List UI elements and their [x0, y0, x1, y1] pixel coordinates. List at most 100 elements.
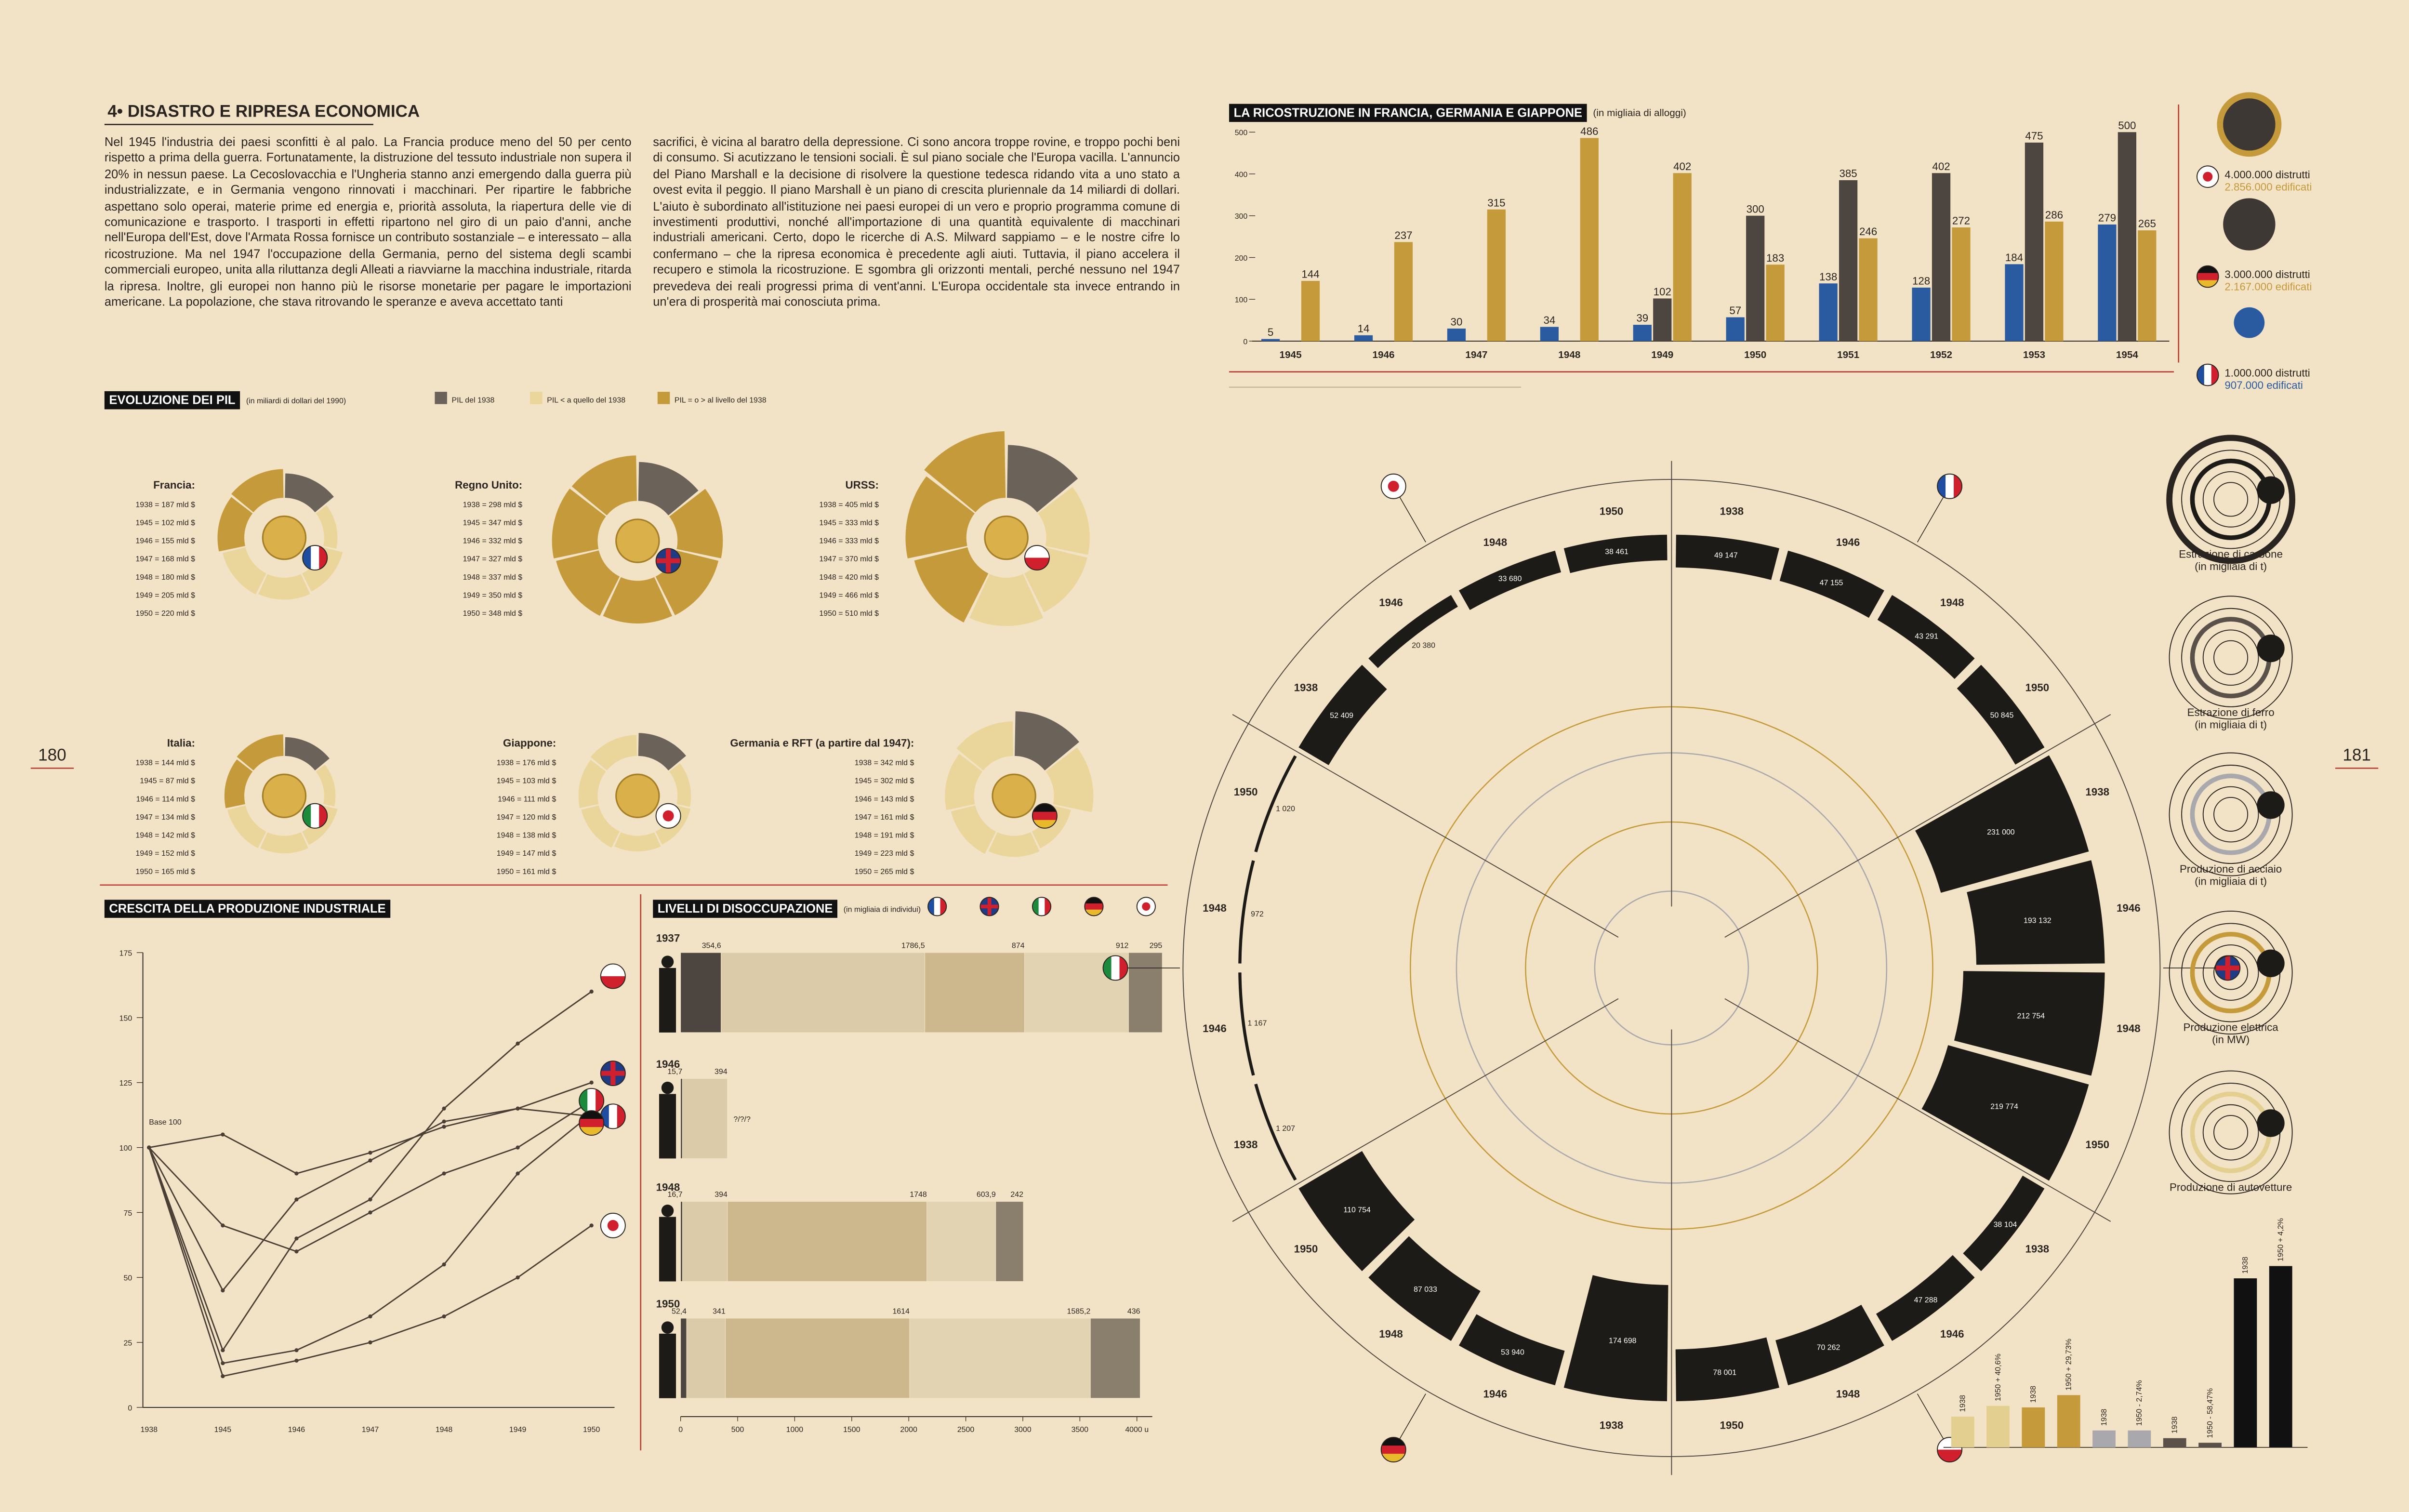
- x-tick-label: 3500: [1072, 1426, 1089, 1434]
- bar: [1633, 325, 1652, 341]
- radial-bar: [1921, 1045, 2089, 1181]
- flag-border: [1024, 545, 1050, 570]
- donut-sector: [1015, 711, 1079, 770]
- value-label: 242: [1010, 1191, 1023, 1199]
- value-label: 1948 = 420 mld $: [819, 573, 879, 582]
- flag-border: [1136, 897, 1156, 916]
- bar: [1540, 327, 1559, 341]
- flag-part: [303, 803, 311, 828]
- point: [368, 1210, 372, 1215]
- year-label: 1950: [2025, 682, 2050, 694]
- bar-label: 1938: [2100, 1409, 2108, 1426]
- value-label: 874: [1012, 942, 1025, 950]
- bar: [2234, 1278, 2257, 1447]
- radial-bar: [1458, 1314, 1565, 1386]
- donut-sector: [905, 476, 975, 559]
- figure: [659, 1333, 676, 1398]
- x-tick-label: 1949: [1651, 349, 1673, 360]
- indicator-label: Estrazione di ferro: [2187, 706, 2275, 718]
- bar: [2025, 142, 2044, 341]
- flag-part: [2203, 172, 2213, 182]
- bar: [1986, 1406, 2010, 1447]
- donut-sector: [945, 754, 982, 810]
- value-label: 138: [1819, 271, 1837, 283]
- coin: [615, 518, 660, 563]
- value-label: 47 155: [1820, 579, 1843, 587]
- donut-sector: [258, 574, 310, 600]
- chart-title: LIVELLI DI DISOCCUPAZIONE: [658, 902, 833, 915]
- y-tick-label: 25: [124, 1339, 132, 1347]
- value-label: 1945 = 87 mld $: [140, 777, 195, 785]
- value-label: 1948 = 138 mld $: [497, 832, 556, 840]
- value-label: 300: [1747, 203, 1764, 215]
- flag-part: [1111, 955, 1120, 981]
- flag: [2197, 166, 2219, 188]
- radial-bar: [1368, 595, 1458, 668]
- point: [589, 1223, 594, 1228]
- flag: [600, 1213, 625, 1238]
- donut-sector: [556, 550, 620, 616]
- legend-label: 907.000 edificati: [2224, 379, 2303, 391]
- bar: [1746, 215, 1765, 341]
- flag-part: [1388, 480, 1399, 492]
- radial-bar: [1779, 550, 1884, 618]
- donut-sector: [1007, 445, 1078, 513]
- flag-part: [2197, 265, 2219, 274]
- year-label: 1946: [2117, 902, 2141, 914]
- flag-border: [655, 548, 681, 574]
- legend-label: PIL del 1938: [452, 396, 495, 404]
- value-label: 500: [2118, 119, 2136, 132]
- value-label: 279: [2098, 212, 2116, 224]
- legend-label: 2.856.000 edificati: [2224, 181, 2312, 193]
- value-label: 1947 = 120 mld $: [497, 813, 556, 822]
- flag-part: [610, 1061, 616, 1086]
- value-label: 1748: [910, 1191, 927, 1199]
- flag-border: [927, 897, 947, 916]
- value-label: 1946 = 114 mld $: [136, 795, 196, 803]
- chart-title: CRESCITA DELLA PRODUZIONE INDUSTRIALE: [109, 902, 385, 915]
- radial-bar: [1957, 664, 2045, 765]
- value-label: 52,4: [672, 1307, 687, 1315]
- value-label: 1614: [892, 1307, 910, 1315]
- indicator-ring: [2190, 458, 2272, 540]
- flag-part: [1085, 903, 1103, 910]
- bar: [2138, 230, 2157, 341]
- year-label: 1946: [1836, 536, 1860, 548]
- bar-label: 1950 + 4,2%: [2277, 1218, 2285, 1261]
- bar-segment: [680, 1318, 687, 1399]
- radial-bar: [1458, 550, 1562, 610]
- value-label: 5: [1268, 326, 1273, 338]
- value-label: 912: [1116, 942, 1129, 950]
- point: [221, 1223, 225, 1228]
- bar-label: 1950 + 40,6%: [1994, 1353, 2002, 1401]
- y-tick-label: 0: [1243, 338, 1247, 346]
- value-label: 33 680: [1498, 575, 1522, 583]
- indicator-icon: [2257, 1109, 2285, 1137]
- flag-part: [579, 1119, 604, 1127]
- legend-label: 2.167.000 edificati: [2224, 281, 2312, 293]
- bar: [2045, 221, 2064, 341]
- flag-border: [2196, 265, 2219, 288]
- donut-sector: [237, 734, 284, 770]
- flag-border: [1937, 1437, 1963, 1463]
- point: [221, 1132, 225, 1137]
- y-tick-label: 400: [1235, 171, 1248, 179]
- donut-sector: [578, 759, 606, 809]
- bar: [1487, 209, 1506, 341]
- value-label: 1 207: [1276, 1125, 1295, 1133]
- value-label: 1946 = 333 mld $: [819, 537, 879, 545]
- bar-label: 1938: [2029, 1386, 2038, 1403]
- point: [294, 1197, 299, 1202]
- flag-part: [607, 1220, 619, 1231]
- bar-segment: [927, 1201, 996, 1282]
- value-label: 295: [1150, 942, 1163, 950]
- flag-border: [1937, 473, 1963, 499]
- flag-part: [1032, 811, 1057, 821]
- value-label: 1949 = 350 mld $: [463, 591, 523, 599]
- coin: [992, 773, 1036, 819]
- bar-segment: [680, 952, 722, 1033]
- legend-label: PIL < a quello del 1938: [547, 396, 625, 404]
- donut-sector: [669, 763, 691, 807]
- radial-bar: [1563, 1275, 1668, 1402]
- chart-subtitle: (in migliaia di alloggi): [1593, 107, 1686, 119]
